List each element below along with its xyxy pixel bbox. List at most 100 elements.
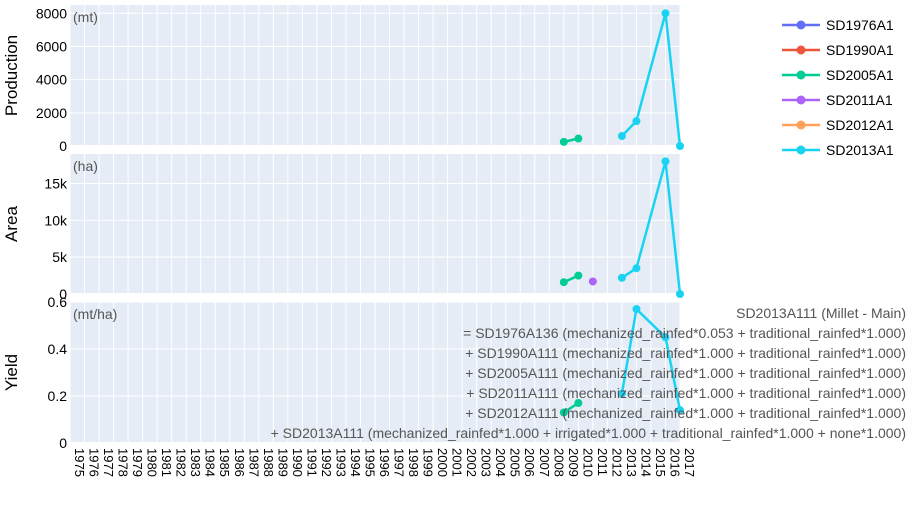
x-tick-label: 2006 [522, 448, 537, 477]
x-tick-label: 1976 [87, 448, 102, 477]
x-tick-label: 2003 [479, 448, 494, 477]
x-tick-label: 1984 [203, 448, 218, 477]
annotation-line: + SD2011A111 (mechanized_rainfed*1.000 +… [466, 385, 906, 401]
x-tick-label: 1996 [377, 448, 392, 477]
x-tick-label: 1981 [159, 448, 174, 477]
annotation-line: = SD1976A136 (mechanized_rainfed*0.053 +… [463, 325, 906, 341]
x-tick-label: 1990 [290, 448, 305, 477]
x-tick-label: 1994 [348, 448, 363, 477]
x-tick-label: 2012 [609, 448, 624, 477]
data-point-SD2013A1 [617, 389, 626, 398]
x-tick-label: 1997 [392, 448, 407, 477]
x-tick-label: 1991 [304, 448, 319, 477]
unit-label: (ha) [73, 158, 98, 174]
data-point-SD2013A1 [676, 290, 684, 298]
data-point-SD2005A1 [559, 278, 568, 287]
legend-marker-SD2012A1 [796, 120, 806, 130]
x-tick-label: 1988 [261, 448, 276, 477]
x-tick-label: 1992 [319, 448, 334, 477]
x-tick-label: 1989 [275, 448, 290, 477]
data-point-SD2005A1 [559, 408, 568, 417]
series-line-SD2013A1 [621, 161, 682, 295]
x-tick-label: 1975 [72, 448, 87, 477]
x-tick-label: 2001 [450, 448, 465, 477]
y-tick-label: 10k [44, 212, 68, 228]
legend-label-SD2011A1: SD2011A1 [826, 92, 893, 108]
x-tick-label: 2005 [508, 448, 523, 477]
annotation-line: + SD1990A111 (mechanized_rainfed*1.000 +… [465, 345, 906, 361]
annotation-line: + SD2013A111 (mechanized_rainfed*1.000 +… [271, 425, 906, 441]
x-tick-label: 2008 [551, 448, 566, 477]
legend-label-SD2013A1: SD2013A1 [826, 142, 894, 158]
x-tick-label: 1980 [145, 448, 160, 477]
x-tick-label: 1999 [421, 448, 436, 477]
data-point-SD2011A1 [588, 277, 597, 286]
y-tick-label: 0.6 [48, 294, 68, 310]
x-tick-label: 2007 [537, 448, 552, 477]
data-point-SD2005A1 [574, 399, 583, 408]
legend-label-SD2012A1: SD2012A1 [826, 117, 894, 133]
x-tick-label: 2011 [595, 448, 610, 476]
data-point-SD2005A1 [574, 134, 583, 143]
y-axis-title: Production [2, 35, 21, 116]
y-tick-label: 6000 [36, 38, 67, 54]
legend-label-SD1976A1: SD1976A1 [826, 17, 894, 33]
x-tick-label: 1986 [232, 448, 247, 477]
series-line-SD2013A1 [620, 306, 682, 411]
data-point-SD2013A1 [661, 333, 670, 342]
y-tick-label: 0.2 [48, 388, 68, 404]
x-tick-label: 2013 [624, 448, 639, 477]
data-point-SD2005A1 [559, 137, 568, 146]
legend-marker-SD2013A1 [796, 145, 806, 155]
x-tick-label: 2015 [653, 448, 668, 477]
y-tick-label: 4000 [36, 72, 67, 88]
y-axis-title: Yield [2, 354, 21, 391]
legend-marker-SD2005A1 [796, 70, 806, 80]
x-tick-label: 1977 [101, 448, 116, 477]
x-tick-label: 2004 [493, 448, 508, 477]
data-point-SD2013A1 [661, 9, 670, 18]
data-point-SD2013A1 [632, 264, 641, 273]
data-point-SD2013A1 [661, 157, 670, 166]
data-point-SD2013A1 [617, 132, 626, 141]
x-tick-label: 1993 [333, 448, 348, 477]
x-tick-label: 1983 [188, 448, 203, 477]
x-tick-label: 2009 [566, 448, 581, 477]
y-tick-label: 0 [59, 286, 67, 302]
x-tick-label: 2002 [464, 448, 479, 477]
y-tick-label: 0 [59, 138, 67, 154]
annotation-line: + SD2005A111 (mechanized_rainfed*1.000 +… [465, 365, 906, 381]
data-point-SD2013A1 [676, 142, 684, 150]
y-tick-label: 0 [59, 435, 67, 451]
y-axis-title: Area [2, 206, 21, 242]
data-point-SD2013A1 [617, 273, 626, 282]
data-point-SD2013A1 [632, 305, 641, 314]
x-tick-label: 1987 [246, 448, 261, 477]
x-tick-label: 2017 [682, 448, 697, 477]
x-tick-label: 1978 [116, 448, 131, 477]
data-point-SD2013A1 [676, 406, 684, 415]
y-tick-label: 15k [44, 175, 68, 191]
x-tick-label: 1998 [406, 448, 421, 477]
data-point-SD2005A1 [574, 271, 583, 280]
x-tick-label: 1985 [217, 448, 232, 477]
unit-label: (mt/ha) [73, 306, 117, 322]
x-tick-label: 2010 [580, 448, 595, 477]
x-tick-label: 2016 [667, 448, 682, 477]
y-tick-label: 5k [52, 249, 68, 265]
legend-label-SD2005A1: SD2005A1 [826, 67, 894, 83]
legend-label-SD1990A1: SD1990A1 [826, 42, 894, 58]
annotation-line: SD2013A111 (Millet - Main) [736, 305, 906, 321]
data-point-SD2013A1 [632, 117, 641, 126]
y-tick-label: 8000 [36, 5, 67, 21]
y-tick-label: 2000 [36, 105, 67, 121]
legend-marker-SD1990A1 [796, 45, 806, 55]
legend-marker-SD2011A1 [796, 95, 806, 105]
legend-marker-SD1976A1 [796, 20, 806, 30]
series-line-SD2013A1 [621, 12, 682, 147]
x-tick-label: 1979 [130, 448, 145, 477]
unit-label: (mt) [73, 9, 98, 25]
x-tick-label: 1982 [174, 448, 189, 477]
x-tick-label: 1995 [362, 448, 377, 477]
